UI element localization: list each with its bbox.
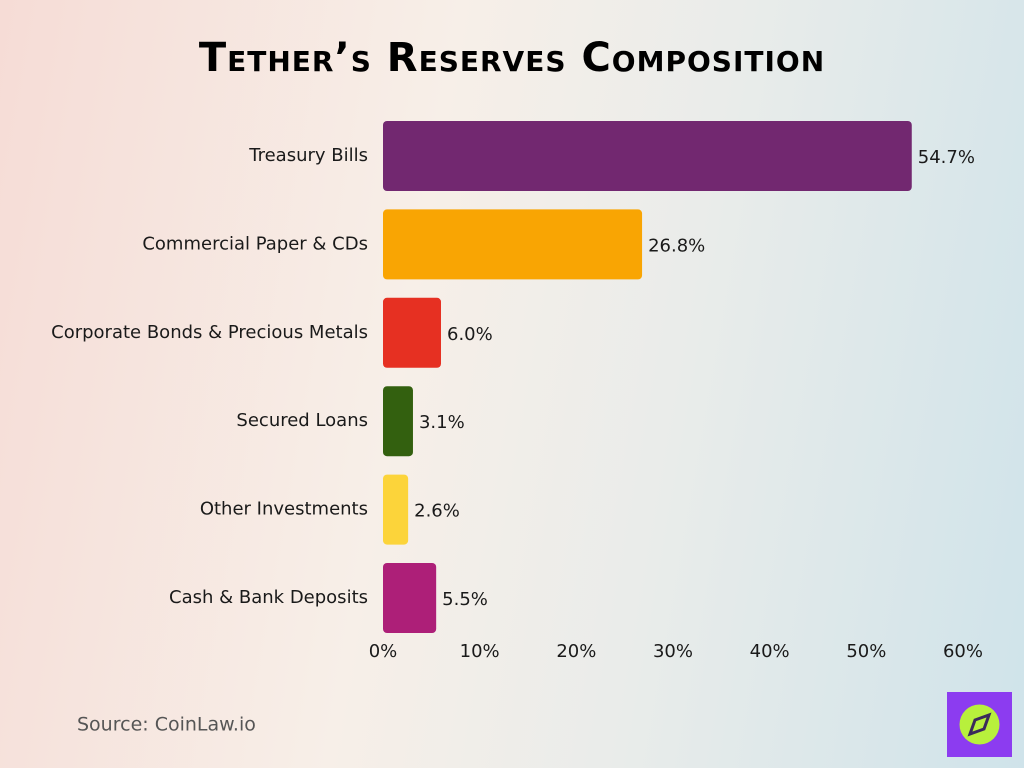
bar bbox=[383, 474, 409, 545]
bar bbox=[383, 563, 437, 633]
chart-title: Tether’s Reserves Composition bbox=[199, 35, 825, 81]
x-tick-label: 10% bbox=[460, 641, 500, 662]
x-tick-label: 0% bbox=[369, 641, 398, 662]
y-tick-label: Cash & Bank Deposits bbox=[169, 587, 368, 608]
value-label: 2.6% bbox=[414, 501, 460, 522]
y-tick-label: Other Investments bbox=[200, 499, 368, 520]
x-tick-label: 60% bbox=[943, 641, 983, 662]
value-label: 5.5% bbox=[442, 589, 488, 610]
logo bbox=[947, 692, 1012, 757]
source: Source: CoinLaw.io bbox=[77, 714, 256, 736]
value-label: 6.0% bbox=[447, 324, 493, 345]
y-tick-label: Corporate Bonds & Precious Metals bbox=[51, 322, 368, 343]
x-tick-label: 50% bbox=[846, 641, 886, 662]
x-tick-label: 20% bbox=[556, 641, 596, 662]
y-tick-label: Treasury Bills bbox=[248, 145, 368, 166]
bar bbox=[383, 297, 441, 368]
x-tick-label: 40% bbox=[750, 641, 790, 662]
y-tick-label: Secured Loans bbox=[236, 410, 368, 431]
value-label: 3.1% bbox=[419, 412, 465, 433]
bar bbox=[383, 209, 643, 280]
x-tick-label: 30% bbox=[653, 641, 693, 662]
value-label: 54.7% bbox=[918, 147, 975, 168]
bar bbox=[383, 386, 413, 457]
value-label: 26.8% bbox=[648, 235, 705, 256]
y-tick-label: Commercial Paper & CDs bbox=[142, 233, 368, 254]
bar bbox=[383, 121, 912, 191]
